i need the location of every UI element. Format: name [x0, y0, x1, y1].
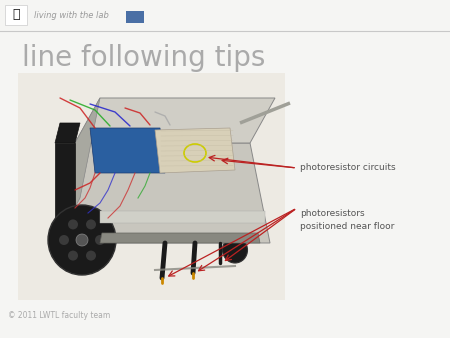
- Text: living with the lab: living with the lab: [34, 10, 109, 20]
- Ellipse shape: [48, 205, 116, 275]
- FancyBboxPatch shape: [5, 5, 27, 25]
- Text: photoresistors
positioned near floor: photoresistors positioned near floor: [300, 209, 394, 231]
- Polygon shape: [155, 128, 235, 173]
- Polygon shape: [55, 98, 100, 243]
- Text: 𝕷: 𝕷: [12, 8, 20, 22]
- Ellipse shape: [222, 237, 248, 263]
- Ellipse shape: [59, 235, 69, 245]
- Text: line following tips: line following tips: [22, 44, 265, 72]
- Ellipse shape: [68, 219, 78, 230]
- FancyBboxPatch shape: [100, 211, 265, 223]
- Ellipse shape: [95, 235, 105, 245]
- Polygon shape: [100, 233, 260, 243]
- Ellipse shape: [86, 219, 96, 230]
- Ellipse shape: [76, 234, 88, 246]
- FancyBboxPatch shape: [18, 73, 285, 300]
- Ellipse shape: [86, 250, 96, 261]
- FancyBboxPatch shape: [55, 143, 75, 223]
- Polygon shape: [55, 143, 270, 243]
- Polygon shape: [90, 128, 165, 173]
- Ellipse shape: [68, 250, 78, 261]
- Polygon shape: [75, 98, 275, 143]
- Text: © 2011 LWTL faculty team: © 2011 LWTL faculty team: [8, 312, 110, 320]
- Polygon shape: [55, 123, 80, 143]
- FancyBboxPatch shape: [126, 11, 144, 23]
- Text: photoresistor circuits: photoresistor circuits: [300, 164, 396, 172]
